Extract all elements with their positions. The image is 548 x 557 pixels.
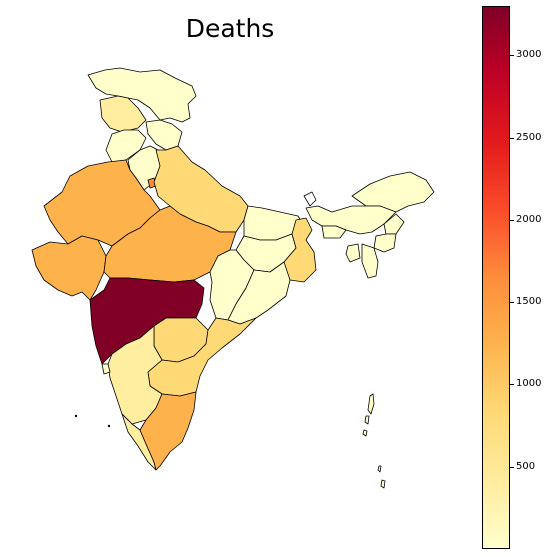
region-odisha — [227, 261, 291, 325]
colorbar-tick — [510, 55, 514, 57]
colorbar-tick-label: 2000 — [516, 213, 542, 225]
colorbar-tick — [510, 466, 514, 468]
region-tripura — [345, 243, 361, 263]
region-mizoram — [361, 243, 379, 279]
colorbar-tick — [510, 137, 514, 139]
colorbar-tick-label: 1000 — [516, 378, 542, 390]
india-choropleth-map — [31, 67, 435, 489]
region-andaman-nicobar — [362, 393, 386, 489]
region-assam — [305, 205, 397, 235]
region-manipur — [373, 233, 397, 253]
lakshadweep-islands — [74, 414, 111, 428]
colorbar-tick — [510, 302, 514, 304]
map-title: Deaths — [185, 14, 275, 43]
region-goa — [101, 363, 111, 375]
colorbar — [482, 6, 510, 549]
region-nagaland — [383, 213, 405, 235]
region-himachal-pradesh — [99, 95, 147, 133]
colorbar-tick-label: 500 — [516, 460, 536, 472]
region-gujarat — [31, 235, 107, 301]
region-meghalaya — [321, 225, 347, 239]
colorbar-tick-label: 1500 — [516, 296, 542, 308]
region-tamil-nadu — [139, 391, 197, 471]
region-west-bengal — [283, 217, 317, 283]
colorbar-tick — [510, 219, 514, 221]
colorbar-tick — [510, 384, 514, 386]
colorbar-tick-label: 3000 — [516, 49, 542, 61]
region-uttarakhand — [145, 119, 183, 151]
colorbar-tick-label: 2500 — [516, 131, 542, 143]
region-sikkim — [303, 191, 317, 207]
